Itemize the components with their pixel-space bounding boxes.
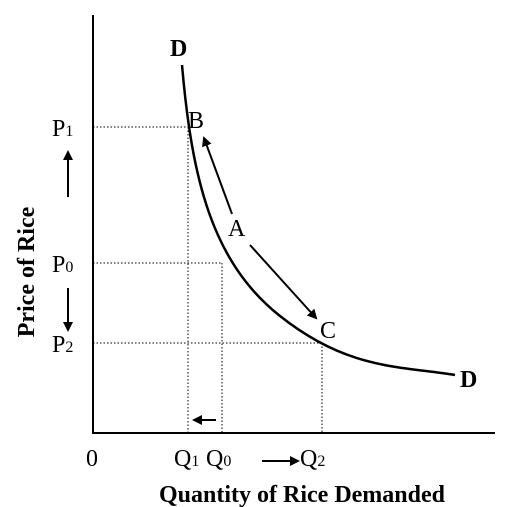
demand-curve <box>180 64 456 377</box>
quantity-label: Q2 <box>300 446 325 472</box>
point-label: B <box>188 108 204 134</box>
curve-label: D <box>460 367 477 393</box>
point-label: A <box>228 216 246 242</box>
curve-label: D <box>170 36 187 62</box>
quantity-label: Q0 <box>206 446 231 472</box>
y-axis-label: Price of Rice <box>14 206 40 337</box>
quantity-label: Q1 <box>174 446 199 472</box>
point-label: C <box>320 318 336 344</box>
origin-label: 0 <box>86 446 98 472</box>
x-axis-label: Quantity of Rice Demanded <box>159 482 446 507</box>
price-label: P2 <box>52 332 73 358</box>
axes <box>92 15 495 434</box>
arrows <box>63 136 318 466</box>
guide-lines <box>93 126 323 433</box>
price-label: P0 <box>52 252 73 278</box>
price-label: P1 <box>52 116 73 142</box>
